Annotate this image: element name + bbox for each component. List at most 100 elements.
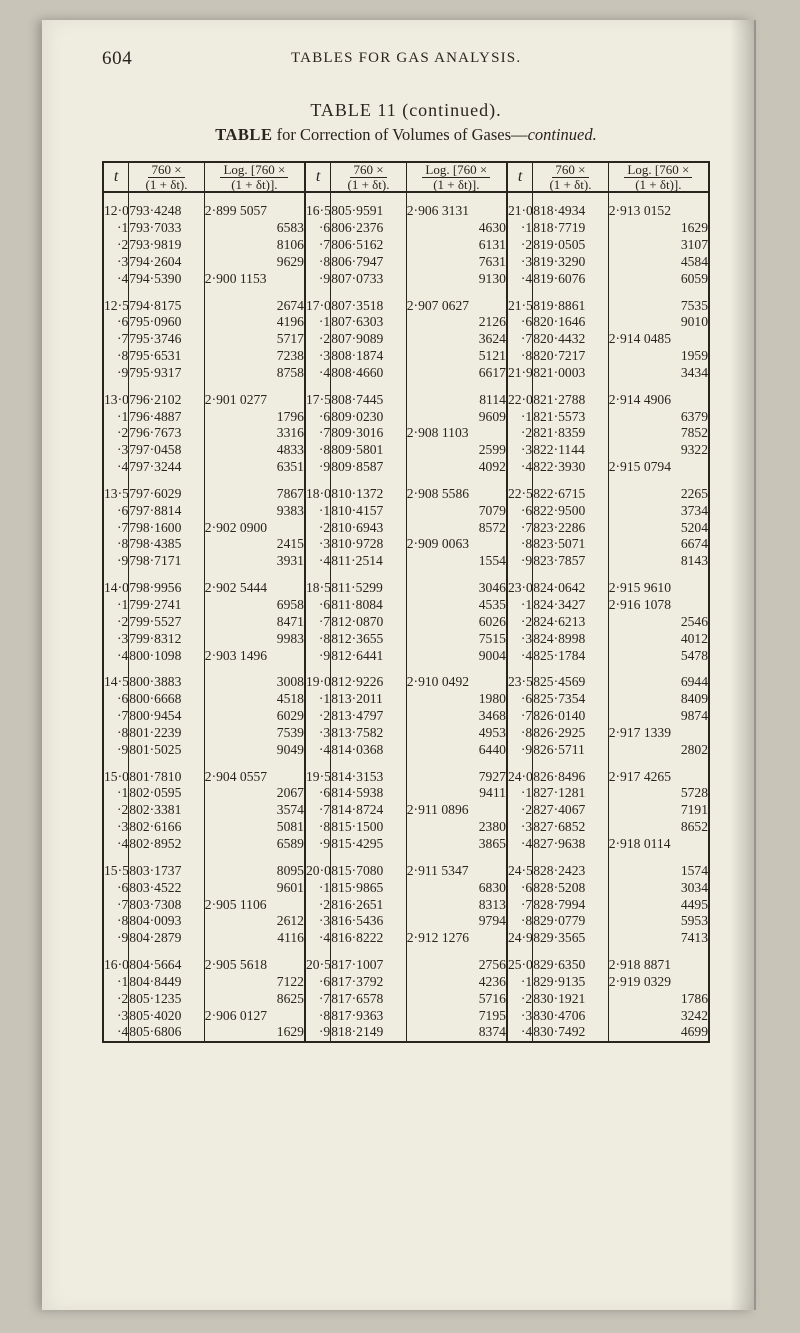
cell-t: ·2	[507, 991, 533, 1008]
cell-val: 815·7080	[331, 863, 407, 880]
cell-t: ·1	[103, 785, 129, 802]
table-row: ·8801·22397539·3813·75824953·8826·29252·…	[103, 725, 709, 742]
cell-val: 802·0595	[129, 785, 205, 802]
cell-val: 800·3883	[129, 674, 205, 691]
cell-t: ·7	[103, 708, 129, 725]
cell-log: 2·902 0900	[204, 520, 305, 537]
table-row: ·4794·53902·900 1153·9807·07339130·4819·…	[103, 271, 709, 288]
cell-t: ·4	[305, 365, 331, 382]
cell-t: ·8	[103, 913, 129, 930]
cell-t: 21·9	[507, 365, 533, 382]
cell-t: ·2	[305, 708, 331, 725]
cell-t: ·3	[507, 442, 533, 459]
cell-log: 8143	[608, 553, 709, 570]
cell-val: 798·1600	[129, 520, 205, 537]
cell-t: ·2	[103, 614, 129, 631]
cell-val: 823·7857	[533, 553, 609, 570]
cell-t: ·4	[305, 742, 331, 759]
cell-t: ·8	[507, 725, 533, 742]
cell-val: 826·8496	[533, 769, 609, 786]
cell-t: ·4	[103, 271, 129, 288]
cell-t: ·4	[103, 648, 129, 665]
cell-val: 826·2925	[533, 725, 609, 742]
cell-log: 5204	[608, 520, 709, 537]
cell-val: 827·1281	[533, 785, 609, 802]
cell-t: ·9	[305, 648, 331, 665]
cell-t: ·8	[305, 1008, 331, 1025]
cell-t: 12·0	[103, 203, 129, 220]
cell-log: 9874	[608, 708, 709, 725]
cell-log: 2674	[204, 298, 305, 315]
cell-val: 795·6531	[129, 348, 205, 365]
table-row: ·9801·50259049·4814·03686440·9826·571128…	[103, 742, 709, 759]
cell-val: 829·6350	[533, 957, 609, 974]
cell-t: ·3	[305, 913, 331, 930]
block-gap	[103, 192, 709, 203]
block-gap	[103, 570, 709, 580]
cell-val: 807·3518	[331, 298, 407, 315]
cell-log: 3316	[204, 425, 305, 442]
cell-log: 5728	[608, 785, 709, 802]
cell-t: ·3	[507, 819, 533, 836]
col-header-frac: 760 × (1 + δt).	[129, 162, 205, 192]
cell-t: 14·0	[103, 580, 129, 597]
cell-t: 24·9	[507, 930, 533, 947]
cell-t: ·7	[305, 991, 331, 1008]
cell-log: 8572	[406, 520, 507, 537]
cell-log: 3034	[608, 880, 709, 897]
cell-val: 804·2879	[129, 930, 205, 947]
col-header-t: t	[305, 162, 331, 192]
cell-t: 19·5	[305, 769, 331, 786]
cell-val: 801·5025	[129, 742, 205, 759]
cell-log: 3046	[406, 580, 507, 597]
table-row: ·6803·45229601·1815·98656830·6828·520830…	[103, 880, 709, 897]
cell-log: 2·911 5347	[406, 863, 507, 880]
cell-log: 1959	[608, 348, 709, 365]
cell-log: 4699	[608, 1024, 709, 1042]
block-gap	[103, 853, 709, 863]
cell-log: 2·907 0627	[406, 298, 507, 315]
cell-log: 7867	[204, 486, 305, 503]
cell-log: 2·901 0277	[204, 392, 305, 409]
cell-t: ·3	[103, 254, 129, 271]
table-row: ·2799·55278471·7812·08706026·2824·621325…	[103, 614, 709, 631]
cell-log: 2·915 0794	[608, 459, 709, 476]
cell-val: 807·0733	[331, 271, 407, 288]
cell-log: 5716	[406, 991, 507, 1008]
cell-log: 8095	[204, 863, 305, 880]
cell-val: 816·5436	[331, 913, 407, 930]
table-row: ·9804·28794116·4816·82222·912 127624·982…	[103, 930, 709, 947]
cell-val: 825·7354	[533, 691, 609, 708]
cell-t: 19·0	[305, 674, 331, 691]
cell-log: 2·913 0152	[608, 203, 709, 220]
hdr-num: 760 ×	[148, 163, 184, 178]
cell-log: 5478	[608, 648, 709, 665]
cell-t: ·1	[305, 880, 331, 897]
cell-log: 8374	[406, 1024, 507, 1042]
cell-log: 6351	[204, 459, 305, 476]
table-row: ·3802·61665081·8815·15002380·3827·685286…	[103, 819, 709, 836]
cell-val: 815·1500	[331, 819, 407, 836]
cell-log: 2415	[204, 536, 305, 553]
cell-val: 820·1646	[533, 314, 609, 331]
cell-val: 813·2011	[331, 691, 407, 708]
cell-val: 814·3153	[331, 769, 407, 786]
cell-val: 817·1007	[331, 957, 407, 974]
table-row: ·6800·66684518·1813·20111980·6825·735484…	[103, 691, 709, 708]
cell-log: 9794	[406, 913, 507, 930]
cell-t: 24·0	[507, 769, 533, 786]
cell-t: ·6	[103, 314, 129, 331]
cell-t: ·9	[103, 742, 129, 759]
cell-val: 826·0140	[533, 708, 609, 725]
cell-log: 4116	[204, 930, 305, 947]
cell-val: 806·5162	[331, 237, 407, 254]
cell-t: 16·0	[103, 957, 129, 974]
cell-val: 805·9591	[331, 203, 407, 220]
cell-t: ·1	[507, 974, 533, 991]
table-row: ·8804·00932612·3816·54369794·8829·077959…	[103, 913, 709, 930]
gutter-shadow	[730, 20, 756, 1310]
cell-log: 9629	[204, 254, 305, 271]
cell-log: 1554	[406, 553, 507, 570]
cell-t: ·1	[103, 974, 129, 991]
cell-val: 793·4248	[129, 203, 205, 220]
